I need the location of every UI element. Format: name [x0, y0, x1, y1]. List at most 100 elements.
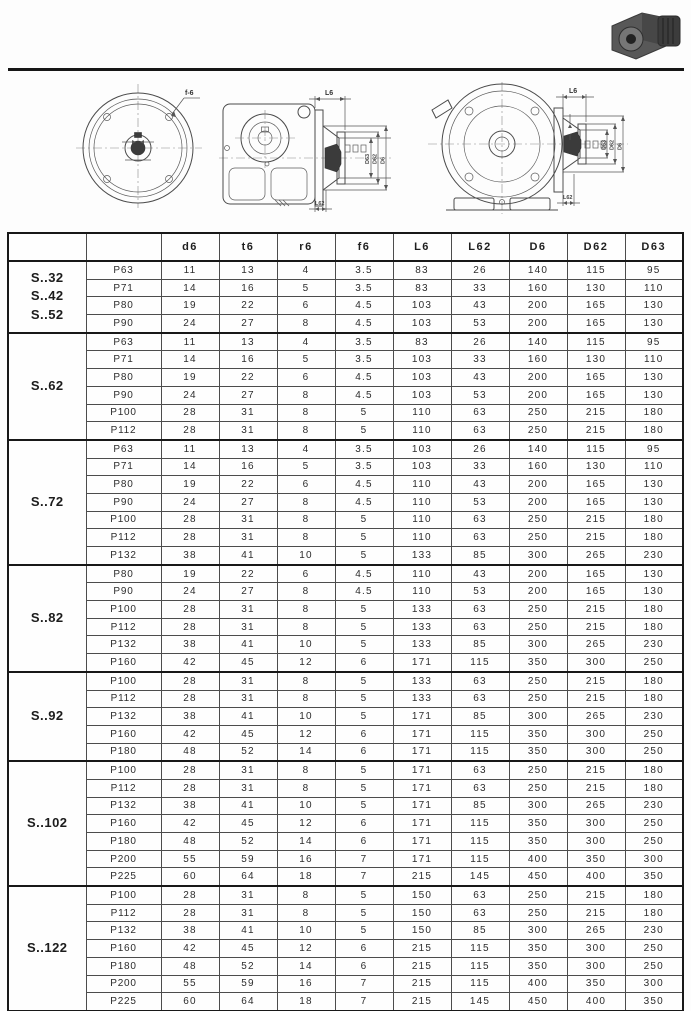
- group-label: S..92: [7, 670, 87, 762]
- value-cell: 250: [624, 653, 684, 673]
- value-cell: 145: [450, 992, 510, 1011]
- shaft-detail: [352, 144, 359, 153]
- value-cell: 38: [160, 707, 220, 726]
- value-cell: 63: [450, 778, 510, 798]
- value-cell: 60: [160, 992, 220, 1011]
- value-cell: 22: [218, 296, 278, 316]
- value-cell: 110: [392, 563, 452, 584]
- value-cell: 200: [508, 582, 568, 602]
- table-row: P160 42 45 12 6 171 115 350 300 250: [8, 653, 684, 673]
- value-cell: 171: [392, 653, 452, 673]
- col-header-D62: D62: [566, 232, 626, 262]
- value-cell: 230: [624, 921, 684, 941]
- value-cell: 300: [508, 545, 568, 566]
- value-cell: 53: [450, 492, 510, 512]
- value-cell: 19: [160, 368, 220, 387]
- value-cell: 5: [334, 760, 394, 780]
- motor-size-cell: P71: [85, 278, 162, 298]
- value-cell: 8: [276, 670, 336, 691]
- bolt-circle: [93, 103, 183, 193]
- bolt-hole-callout: f-6: [185, 90, 194, 97]
- value-cell: 18: [276, 992, 336, 1011]
- value-cell: 52: [218, 832, 278, 851]
- value-cell: 41: [218, 635, 278, 655]
- value-cell: 180: [624, 885, 684, 905]
- table-row: P112 28 31 8 5 150 63 250 215 180: [8, 903, 684, 923]
- value-cell: 8: [276, 617, 336, 637]
- value-cell: 180: [624, 617, 684, 637]
- value-cell: 400: [508, 974, 568, 994]
- table-row: P132 38 41 10 5 171 85 300 265 230: [8, 707, 684, 726]
- shaft: [130, 140, 146, 156]
- value-cell: 52: [218, 956, 278, 976]
- value-cell: 265: [566, 635, 626, 655]
- value-cell: 215: [566, 778, 626, 798]
- value-cell: 130: [566, 350, 626, 370]
- table-row: P112 28 31 8 5 110 63 250 215 180: [8, 528, 684, 547]
- value-cell: 215: [566, 528, 626, 547]
- value-cell: 33: [450, 278, 510, 298]
- face-circle: [463, 105, 541, 183]
- value-cell: 350: [508, 939, 568, 958]
- gearbox-front-view-drawing: L6 D63 D62 D6 L62: [424, 80, 632, 218]
- value-cell: 12: [276, 814, 336, 833]
- table-row: P90 24 27 8 4.5 103 53 200 165 130: [8, 314, 684, 334]
- value-cell: 165: [566, 296, 626, 316]
- table-row: P100 28 31 8 5 110 63 250 215 180: [8, 403, 684, 423]
- value-cell: 250: [508, 885, 568, 905]
- value-cell: 133: [392, 670, 452, 691]
- value-cell: 5: [334, 796, 394, 816]
- value-cell: 115: [450, 724, 510, 744]
- value-cell: 6: [276, 368, 336, 387]
- table-row: S..72 P63 11 13 4 3.5 103 26 140 115 95: [7, 438, 684, 566]
- value-cell: 28: [160, 600, 220, 619]
- value-cell: 63: [450, 510, 510, 530]
- value-cell: 250: [508, 528, 568, 547]
- value-cell: 4.5: [334, 492, 394, 512]
- value-cell: 8: [276, 689, 336, 709]
- value-cell: 14: [276, 832, 336, 851]
- value-cell: 26: [450, 438, 510, 459]
- table-row: P200 55 59 16 7 215 115 400 350 300: [8, 974, 684, 994]
- value-cell: 115: [450, 849, 510, 869]
- table-row: P112 28 31 8 5 133 63 250 215 180: [8, 689, 684, 709]
- value-cell: 200: [508, 475, 568, 494]
- value-cell: 31: [218, 510, 278, 530]
- value-cell: 250: [508, 670, 568, 691]
- gearbox-side-view-drawing: L6 D63 D62 D6 L62: [219, 86, 397, 214]
- value-cell: 63: [450, 670, 510, 691]
- value-cell: 300: [624, 849, 684, 869]
- value-cell: 5: [334, 885, 394, 905]
- value-cell: 171: [392, 796, 452, 816]
- col-header-d6: d6: [160, 232, 220, 262]
- value-cell: 18: [276, 867, 336, 887]
- value-cell: 63: [450, 403, 510, 423]
- value-cell: 33: [450, 457, 510, 477]
- value-cell: 38: [160, 545, 220, 566]
- value-cell: 6: [334, 724, 394, 744]
- value-cell: 165: [566, 492, 626, 512]
- value-cell: 350: [624, 992, 684, 1011]
- value-cell: 200: [508, 563, 568, 584]
- value-cell: 13: [218, 331, 278, 352]
- value-cell: 4.5: [334, 296, 394, 316]
- value-cell: 48: [160, 742, 220, 762]
- table-row: P180 48 52 14 6 171 115 350 300 250: [8, 832, 684, 851]
- value-cell: 63: [450, 600, 510, 619]
- value-cell: 110: [392, 475, 452, 494]
- value-cell: 95: [624, 438, 684, 459]
- table-row: S..82 P80 19 22 6 4.5 110 43 200 165 130: [7, 563, 684, 673]
- dimension-table: d6 t6 r6 f6 L6 L62 D6 D62 D63 S..32 S..42 S..52 P63…: [7, 232, 684, 1011]
- value-cell: 14: [160, 350, 220, 370]
- table-row: P132 38 41 10 5 150 85 300 265 230: [8, 921, 684, 941]
- motor-size-cell: P132: [85, 796, 162, 816]
- value-cell: 11: [160, 331, 220, 352]
- value-cell: 27: [218, 314, 278, 334]
- value-cell: 14: [276, 956, 336, 976]
- value-cell: 5: [334, 528, 394, 547]
- value-cell: 63: [450, 689, 510, 709]
- motor-size-cell: P100: [85, 670, 162, 691]
- table-row: P200 55 59 16 7 171 115 400 350 300: [8, 849, 684, 869]
- value-cell: 10: [276, 635, 336, 655]
